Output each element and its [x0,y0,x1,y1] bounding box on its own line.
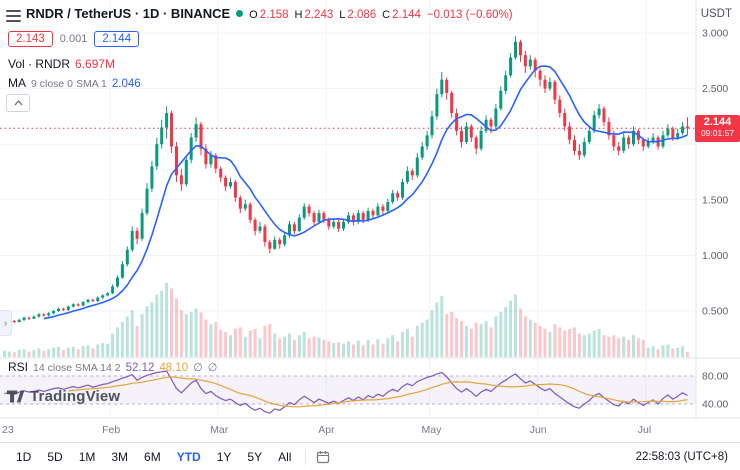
date-range-buttons: 1D 5D 1M 3M 6M YTD 1Y 5Y All [8,447,299,467]
volume-label: Vol · RNDR [8,57,71,71]
spread-value: 0.001 [59,33,88,45]
symbol-header: RNDR / TetherUS · 1D · BINANCE O 2.158 H 2.… [26,6,515,21]
collapse-legend-button[interactable] [6,94,30,112]
toolbar-divider [305,448,307,465]
rsi-params: 14 close SMA 14 2 [33,362,121,374]
price-tick-label: 3.000 [702,28,728,40]
menu-icon[interactable] [5,8,22,24]
price-axis[interactable] [696,0,740,418]
ma-line [43,65,688,320]
price-tick-label: 1.000 [702,250,728,262]
go-to-date-button[interactable] [312,448,334,466]
bid-price-chip[interactable]: 2.143 [8,31,53,47]
bottom-toolbar: 1D 5D 1M 3M 6M YTD 1Y 5Y All 22:58:03 (UTC+8) [0,442,740,470]
rsi-tick-label: 40.00 [702,399,728,411]
low-label: L [339,8,346,21]
market-open-dot-icon [236,10,244,17]
volume-bars [3,282,689,357]
last-price-value: 2.144 [703,116,732,128]
range-button-1m[interactable]: 1M [71,447,104,467]
candles [3,36,689,325]
rsi-sma-line [68,376,688,408]
rsi-line [4,370,688,414]
ohlc-values: O 2.158 H 2.243 L 2.086 C 2.144 −0.013 (−0.60%) [249,7,514,21]
low-value: 2.086 [347,8,377,21]
rsi-band-hidden-2: ∅ [207,362,218,374]
range-button-1d[interactable]: 1D [8,447,39,467]
close-label: C [382,8,391,21]
price-tick-label: 0.500 [702,306,728,318]
rsi-legend: RSI 14 close SMA 14 2 52.12 48.10 ∅ ∅ [8,360,217,374]
bid-ask-row: 2.143 0.001 2.144 [8,31,140,47]
high-value: 2.243 [304,8,334,21]
close-value: 2.144 [392,8,421,21]
range-button-5y[interactable]: 5Y [239,447,270,467]
quote-currency-label: USDT [700,8,732,20]
range-button-3m[interactable]: 3M [103,447,136,467]
rsi-name: RSI [8,360,29,374]
ma-name: MA [8,76,26,90]
volume-value: 6.697M [75,57,116,71]
bar-close-countdown: 09:01:57 [700,127,735,138]
rsi-tick-label: 80.00 [702,371,728,383]
time-axis-label: 23 [2,424,14,436]
chart-canvas[interactable]: 3.000 2.500 1.500 1.000 0.500 80.00 40.00 23 Feb… [0,0,740,442]
time-axis-label: Feb [102,424,120,436]
open-label: O [249,8,258,21]
ma-value: 2.046 [111,78,141,90]
tradingview-watermark[interactable]: TradingView [6,388,120,405]
time-axis-label: May [422,424,443,436]
range-button-all[interactable]: All [270,447,299,467]
rsi-value: 52.12 [125,362,155,374]
ask-price-chip[interactable]: 2.144 [94,31,140,47]
change-value: −0.013 (−0.60%) [426,8,513,21]
open-value: 2.158 [259,8,289,21]
time-axis[interactable] [0,419,740,442]
show-drawing-toolbar-handle[interactable]: › [0,310,12,336]
watermark-text: TradingView [30,388,121,405]
time-axis-label: Apr [318,424,335,436]
range-button-1y[interactable]: 1Y [209,447,240,467]
calendar-icon [317,450,330,463]
range-button-6m[interactable]: 6M [136,447,169,467]
volume-legend: Vol · RNDR 6.697M [8,57,115,71]
rsi-sma-value: 48.10 [159,362,189,374]
time-axis-label: Jun [530,424,547,436]
tradingview-logo-icon [7,390,25,403]
last-price-badge: 2.144 09:01:57 [695,115,740,142]
rsi-band-hidden-1: ∅ [193,362,203,374]
symbol-title[interactable]: RNDR / TetherUS · 1D · BINANCE [26,6,231,21]
ma-legend: MA 9 close 0 SMA 1 2.046 [8,76,141,90]
ma-params: 9 close 0 SMA 1 [31,78,107,90]
chevron-up-icon [13,100,23,106]
price-tick-label: 1.500 [702,194,728,206]
range-button-ytd[interactable]: YTD [169,447,209,467]
high-label: H [294,8,303,21]
price-tick-label: 2.500 [702,83,728,95]
time-axis-label: Jul [638,424,651,436]
time-axis-label: Mar [210,424,229,436]
clock-timezone[interactable]: 22:58:03 (UTC+8) [635,450,728,463]
range-button-5d[interactable]: 5D [39,447,70,467]
